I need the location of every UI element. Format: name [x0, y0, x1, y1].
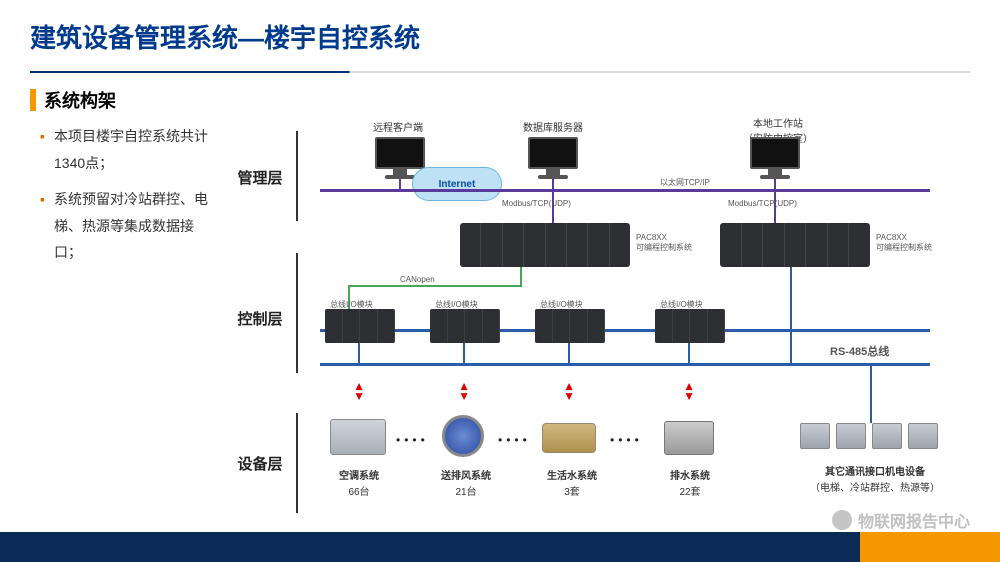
io-label-3: 总线I/O模块 — [540, 299, 583, 310]
layer-divider — [296, 131, 298, 221]
canopen-wire — [520, 267, 522, 285]
subtitle-row: 系统构架 — [30, 87, 1000, 113]
bullet-item: 系统预留对冷站群控、电梯、热源等集成数据接口； — [40, 186, 220, 266]
ethernet-bus — [320, 189, 930, 192]
io-label-2: 总线I/O模块 — [435, 299, 478, 310]
io-label-1: 总线I/O模块 — [330, 299, 373, 310]
equip-3-name: 排水系统 — [650, 467, 730, 482]
pac-controller-2-icon — [720, 223, 870, 267]
pac-label-1: PAC8XX 可编程控制系统 — [636, 233, 706, 253]
wire — [358, 343, 360, 363]
accent-bar — [30, 89, 36, 111]
bullet-item: 本项目楼宇自控系统共计1340点； — [40, 123, 220, 176]
bidirectional-arrow-icon: ▲▼ — [354, 381, 364, 401]
misc-equip-title: 其它通讯接口机电设备 — [790, 463, 960, 478]
drainage-equipment-icon — [664, 421, 714, 455]
sidebar: 本项目楼宇自控系统共计1340点； 系统预留对冷站群控、电梯、热源等集成数据接口… — [40, 123, 230, 543]
pac-label-2: PAC8XX 可编程控制系统 — [876, 233, 946, 253]
canopen-wire — [348, 285, 522, 287]
layer-ctrl-label: 控制层 — [230, 308, 290, 329]
watermark: 物联网报告中心 — [832, 508, 970, 532]
rs485-bus — [320, 363, 930, 366]
ellipsis-icon: •••• — [498, 433, 531, 447]
io-bus — [320, 329, 930, 332]
io-label-4: 总线I/O模块 — [660, 299, 703, 310]
mgmt-db-label: 数据库服务器 — [508, 119, 598, 134]
io-module-1-icon — [325, 309, 395, 343]
bidirectional-arrow-icon: ▲▼ — [459, 381, 469, 401]
page-title: 建筑设备管理系统—楼宇自控系统 — [30, 18, 970, 55]
wire — [463, 343, 465, 363]
content: 本项目楼宇自控系统共计1340点； 系统预留对冷站群控、电梯、热源等集成数据接口… — [0, 113, 1000, 543]
ellipsis-icon: •••• — [610, 433, 643, 447]
bidirectional-arrow-icon: ▲▼ — [684, 381, 694, 401]
equip-0-count: 66台 — [324, 483, 394, 498]
io-module-4-icon — [655, 309, 725, 343]
wire — [790, 267, 792, 363]
pac-controller-1-icon — [460, 223, 630, 267]
internet-cloud-icon: Internet — [412, 167, 502, 201]
title-bar: 建筑设备管理系统—楼宇自控系统 — [0, 0, 1000, 61]
wire — [568, 343, 570, 363]
layer-dev-label: 设备层 — [230, 453, 290, 474]
equip-1-name: 送排风系统 — [426, 467, 506, 482]
hvac-equipment-icon — [330, 419, 386, 455]
wire — [870, 363, 872, 423]
wire — [688, 343, 690, 363]
mgmt-remote-label: 远程客户端 — [358, 119, 438, 134]
modbus-label-2: Modbus/TCP(UDP) — [728, 199, 797, 208]
subtitle: 系统构架 — [44, 87, 116, 113]
bidirectional-arrow-icon: ▲▼ — [564, 381, 574, 401]
title-underline — [30, 71, 970, 73]
rs485-label: RS-485总线 — [830, 343, 889, 359]
architecture-diagram: 管理层 控制层 设备层 远程客户端 数据库服务器 本地工作站 （安防中控室） I… — [230, 123, 980, 543]
wire — [399, 179, 401, 189]
equip-0-name: 空调系统 — [324, 467, 394, 482]
layer-divider — [296, 413, 298, 513]
io-module-2-icon — [430, 309, 500, 343]
wire — [774, 179, 776, 189]
canopen-label: CANopen — [400, 275, 435, 284]
io-module-3-icon — [535, 309, 605, 343]
footer-band — [0, 532, 1000, 562]
ellipsis-icon: •••• — [396, 433, 429, 447]
monitor-local-icon — [750, 137, 800, 179]
monitor-db-icon — [528, 137, 578, 179]
misc-equip-sub: （电梯、冷站群控、热源等） — [790, 479, 960, 494]
ethernet-bus-label: 以太网TCP/IP — [660, 177, 710, 188]
equip-1-count: 21台 — [426, 483, 506, 498]
watermark-text: 物联网报告中心 — [858, 508, 970, 532]
equip-2-name: 生活水系统 — [532, 467, 612, 482]
fan-equipment-icon — [442, 415, 484, 457]
layer-mgmt-label: 管理层 — [230, 167, 290, 188]
layer-divider — [296, 253, 298, 373]
modbus-label-1: Modbus/TCP(UDP) — [502, 199, 571, 208]
wire — [552, 179, 554, 189]
equip-3-count: 22套 — [650, 483, 730, 498]
watermark-logo-icon — [832, 510, 852, 530]
water-supply-equipment-icon — [542, 423, 596, 453]
equip-2-count: 3套 — [532, 483, 612, 498]
misc-equipment-icons — [800, 423, 938, 449]
